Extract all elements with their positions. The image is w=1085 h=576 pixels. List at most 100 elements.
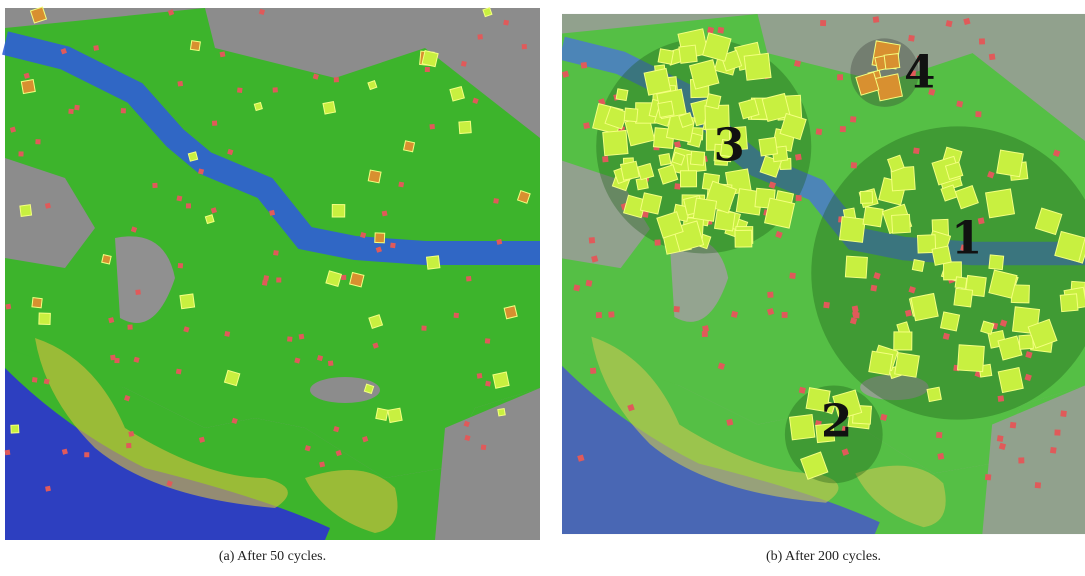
- agent: [273, 87, 278, 92]
- agent: [644, 69, 671, 96]
- agent: [690, 151, 704, 165]
- agent: [493, 198, 499, 204]
- agent: [188, 152, 197, 161]
- agent: [1010, 422, 1017, 429]
- agent: [1035, 482, 1041, 488]
- agent: [912, 260, 924, 272]
- agent: [789, 272, 795, 278]
- agent: [603, 130, 628, 155]
- agent: [789, 414, 814, 439]
- agent: [368, 170, 381, 183]
- agent: [706, 94, 721, 109]
- agent: [477, 34, 482, 39]
- agent: [485, 381, 491, 387]
- agent: [262, 280, 268, 286]
- agent: [1050, 447, 1057, 454]
- agent: [21, 80, 35, 94]
- agent: [135, 289, 140, 294]
- agent: [936, 432, 942, 438]
- agent: [496, 239, 502, 245]
- agent: [84, 452, 89, 457]
- agent: [459, 121, 471, 133]
- agent: [680, 171, 696, 187]
- agent: [659, 154, 671, 166]
- cluster-label: 1: [951, 211, 982, 264]
- agent: [127, 324, 132, 329]
- agent: [425, 67, 430, 72]
- agent: [276, 278, 281, 283]
- agent: [624, 108, 638, 122]
- agent: [483, 8, 492, 17]
- agent: [427, 256, 440, 269]
- agent: [679, 45, 697, 63]
- agent: [702, 325, 709, 332]
- map-b: 1 2 3 4: [562, 14, 1085, 534]
- cluster-label: 4: [904, 45, 935, 98]
- agent: [110, 355, 116, 361]
- agent: [220, 51, 226, 57]
- agent: [955, 277, 967, 289]
- agent: [287, 336, 292, 341]
- agent: [421, 326, 426, 331]
- agent: [178, 263, 183, 268]
- agent: [5, 450, 11, 456]
- agent: [5, 304, 11, 310]
- agent: [375, 233, 385, 243]
- agent: [32, 298, 42, 308]
- agent: [892, 214, 911, 233]
- agent: [674, 183, 680, 189]
- agent: [376, 408, 388, 420]
- agent: [932, 246, 951, 265]
- agent: [673, 306, 679, 312]
- agent: [20, 205, 32, 217]
- agent: [937, 453, 944, 460]
- agent: [989, 270, 1017, 298]
- agent: [658, 49, 673, 64]
- agent: [759, 137, 778, 156]
- agent: [655, 240, 661, 246]
- agent: [739, 99, 759, 119]
- agent: [121, 108, 126, 113]
- agent: [715, 210, 736, 231]
- agent: [894, 332, 912, 350]
- agent: [39, 313, 51, 325]
- agent: [364, 384, 373, 393]
- agent: [350, 273, 364, 287]
- agent: [986, 189, 1015, 218]
- agent: [860, 191, 872, 203]
- agent: [820, 20, 826, 26]
- agent: [190, 41, 200, 51]
- agent: [845, 256, 867, 278]
- agent: [870, 285, 877, 292]
- agent: [68, 109, 73, 114]
- agent: [956, 100, 963, 107]
- agent: [998, 336, 1022, 360]
- agent: [1060, 294, 1078, 312]
- agent: [177, 81, 183, 87]
- agent: [658, 101, 674, 117]
- agent: [32, 377, 38, 383]
- cluster-label: 2: [821, 394, 852, 447]
- agent: [735, 230, 752, 247]
- agent: [398, 182, 404, 188]
- agent: [840, 126, 846, 132]
- agent: [128, 431, 134, 437]
- agent: [997, 150, 1024, 177]
- agent: [869, 351, 893, 375]
- agent: [958, 345, 985, 372]
- agent: [782, 312, 788, 318]
- agent: [1019, 335, 1034, 350]
- agent: [390, 243, 396, 249]
- agent: [875, 74, 902, 101]
- agent: [981, 321, 994, 334]
- agent: [74, 105, 80, 111]
- agent: [180, 294, 195, 309]
- agent: [998, 395, 1005, 402]
- agent: [620, 161, 639, 180]
- agent: [589, 237, 595, 243]
- agent: [102, 255, 111, 264]
- agent: [11, 425, 19, 433]
- agent: [765, 198, 795, 228]
- agent: [269, 210, 275, 216]
- agent: [997, 435, 1004, 442]
